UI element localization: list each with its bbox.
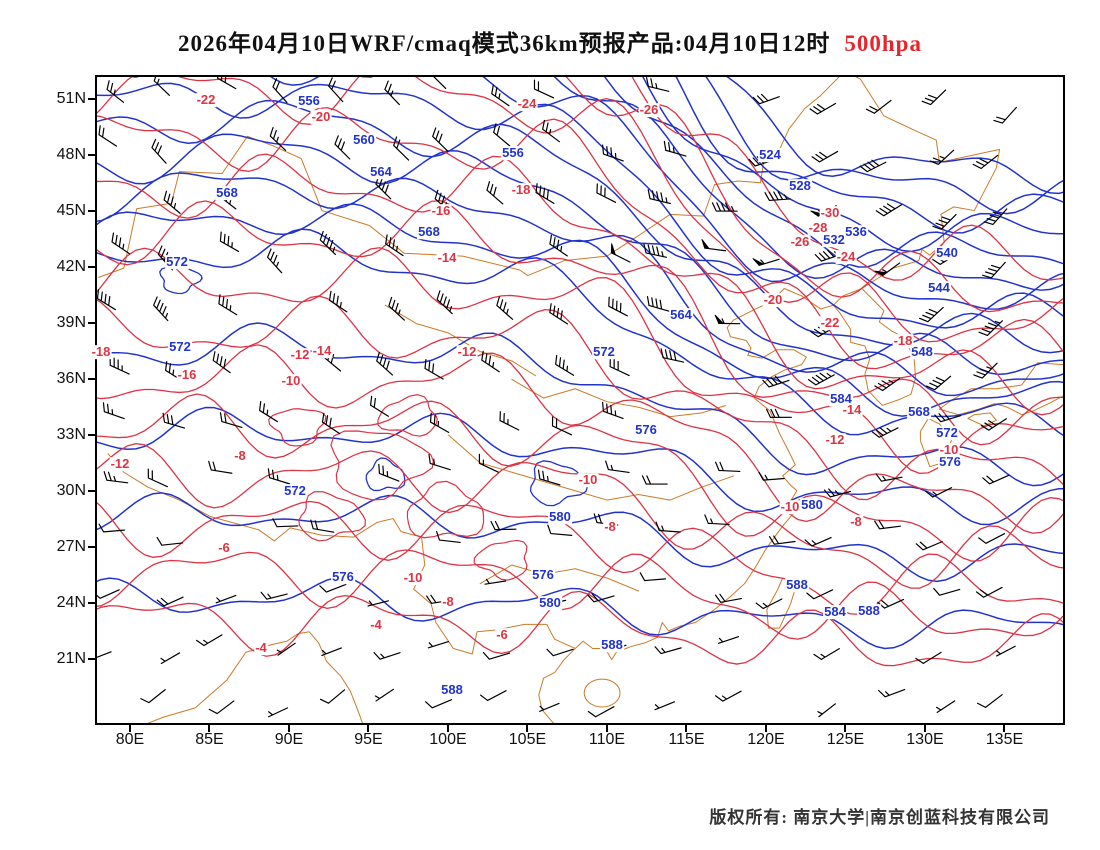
lat-axis-label: 48N bbox=[56, 146, 86, 164]
lon-axis-tick bbox=[367, 725, 370, 732]
lon-axis-tick bbox=[446, 725, 449, 732]
lat-axis-label: 27N bbox=[56, 538, 86, 556]
lat-axis-label: 30N bbox=[56, 482, 86, 500]
lon-axis-label: 85E bbox=[195, 731, 224, 748]
lat-axis-tick bbox=[88, 434, 95, 437]
lat-axis-tick bbox=[88, 210, 95, 213]
pressure-level-label: 500hpa bbox=[844, 31, 922, 56]
lat-axis-tick bbox=[88, 378, 95, 381]
lat-axis-tick bbox=[88, 658, 95, 661]
lat-axis-tick bbox=[88, 154, 95, 157]
lon-axis-tick bbox=[287, 725, 290, 732]
lon-axis-label: 125E bbox=[826, 731, 865, 748]
lat-axis-tick bbox=[88, 490, 95, 493]
lon-axis-label: 110E bbox=[588, 731, 626, 748]
lat-axis-label: 39N bbox=[56, 314, 86, 332]
lon-axis-label: 100E bbox=[429, 731, 467, 748]
height-contour-layer bbox=[97, 77, 1063, 650]
lon-axis-tick bbox=[764, 725, 767, 732]
lat-axis-label: 24N bbox=[56, 594, 86, 612]
lat-axis-tick bbox=[88, 266, 95, 269]
lat-axis-tick bbox=[88, 602, 95, 605]
lon-axis-tick bbox=[844, 725, 847, 732]
lon-axis-tick bbox=[526, 725, 529, 732]
lon-axis-label: 90E bbox=[274, 731, 304, 748]
wind-barb-layer bbox=[97, 77, 1017, 718]
map-canvas bbox=[97, 77, 1063, 723]
lat-axis-label: 33N bbox=[56, 426, 86, 444]
lon-axis-label: 80E bbox=[115, 731, 145, 748]
lon-axis-tick bbox=[128, 725, 131, 732]
lat-axis-label: 42N bbox=[56, 258, 86, 276]
lon-axis-label: 115E bbox=[668, 731, 705, 748]
lat-axis-label: 51N bbox=[56, 90, 86, 108]
lon-axis-label: 105E bbox=[508, 731, 547, 748]
lat-axis-label: 21N bbox=[56, 650, 86, 668]
lon-axis-tick bbox=[923, 725, 926, 732]
lat-axis-label: 36N bbox=[56, 370, 86, 388]
lat-axis-tick bbox=[88, 322, 95, 325]
lon-axis-tick bbox=[1003, 725, 1006, 732]
lat-axis-label: 45N bbox=[56, 202, 86, 220]
chart-title-text: 2026年04月10日WRF/cmaq模式36km预报产品:04月10日12时 bbox=[178, 31, 831, 56]
lat-axis-tick bbox=[88, 98, 95, 101]
map-frame bbox=[95, 75, 1065, 725]
copyright-text: 版权所有: 南京大学|南京创蓝科技有限公司 bbox=[709, 808, 1050, 827]
lon-axis-label: 130E bbox=[906, 731, 944, 748]
lon-axis-tick bbox=[208, 725, 211, 732]
coastline-layer bbox=[98, 77, 1063, 723]
temp-contour-layer bbox=[97, 77, 1063, 667]
lon-axis-label: 120E bbox=[747, 731, 785, 748]
lon-axis-label: 95E bbox=[354, 731, 383, 748]
lon-axis-tick bbox=[685, 725, 688, 732]
lon-axis-tick bbox=[605, 725, 608, 732]
chart-title: 2026年04月10日WRF/cmaq模式36km预报产品:04月10日12时 5… bbox=[0, 24, 1100, 58]
lat-axis-tick bbox=[88, 546, 95, 549]
lon-axis-label: 135E bbox=[985, 731, 1024, 748]
